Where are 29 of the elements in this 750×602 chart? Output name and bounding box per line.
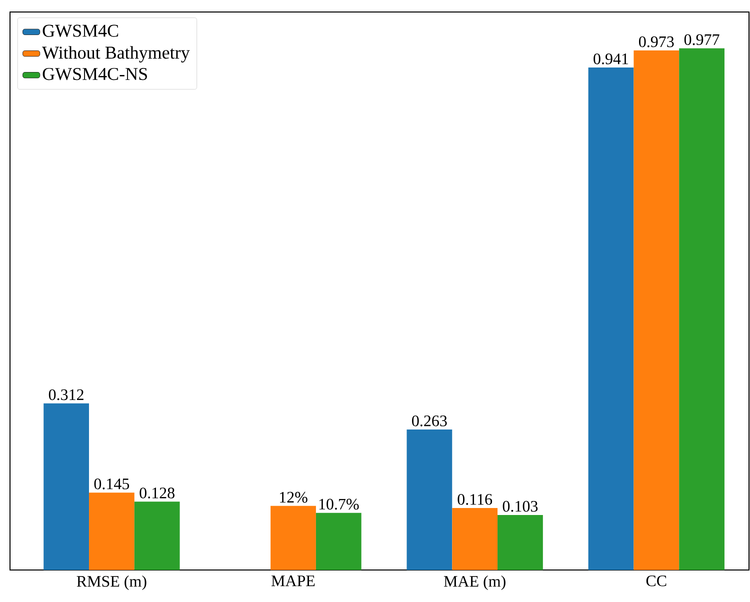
x-tick-label: MAPE — [271, 576, 315, 586]
data-label: 12% — [280, 492, 308, 503]
bar — [316, 512, 362, 570]
data-label: 0.941 — [594, 53, 628, 64]
x-tick-label: CC — [646, 576, 666, 586]
data-label: 0.977 — [684, 34, 720, 46]
data-label: 0.973 — [639, 36, 674, 48]
bar — [406, 430, 452, 570]
data-label: 0.263 — [412, 415, 447, 426]
bar — [452, 508, 498, 570]
legend-label: GWSM4C — [42, 24, 118, 37]
x-tick-label: RMSE (m) — [76, 576, 146, 590]
legend-label: Without Bathymetry — [42, 46, 190, 62]
bar — [634, 50, 680, 570]
data-label: 10.7% — [319, 498, 359, 510]
x-tick-label: MAE (m) — [444, 576, 506, 590]
bar — [679, 48, 724, 570]
data-label: 0.103 — [502, 500, 538, 512]
bar — [44, 403, 89, 570]
bar — [588, 68, 634, 570]
bar — [498, 514, 543, 570]
data-label: 0.145 — [94, 478, 130, 490]
legend-label: GWSM4C-NS — [42, 68, 147, 80]
data-label: 0.128 — [140, 488, 174, 498]
data-label: 0.312 — [48, 389, 84, 400]
data-label: 0.116 — [458, 494, 492, 505]
bar — [88, 492, 134, 570]
bar — [134, 502, 180, 570]
bar — [270, 506, 316, 570]
